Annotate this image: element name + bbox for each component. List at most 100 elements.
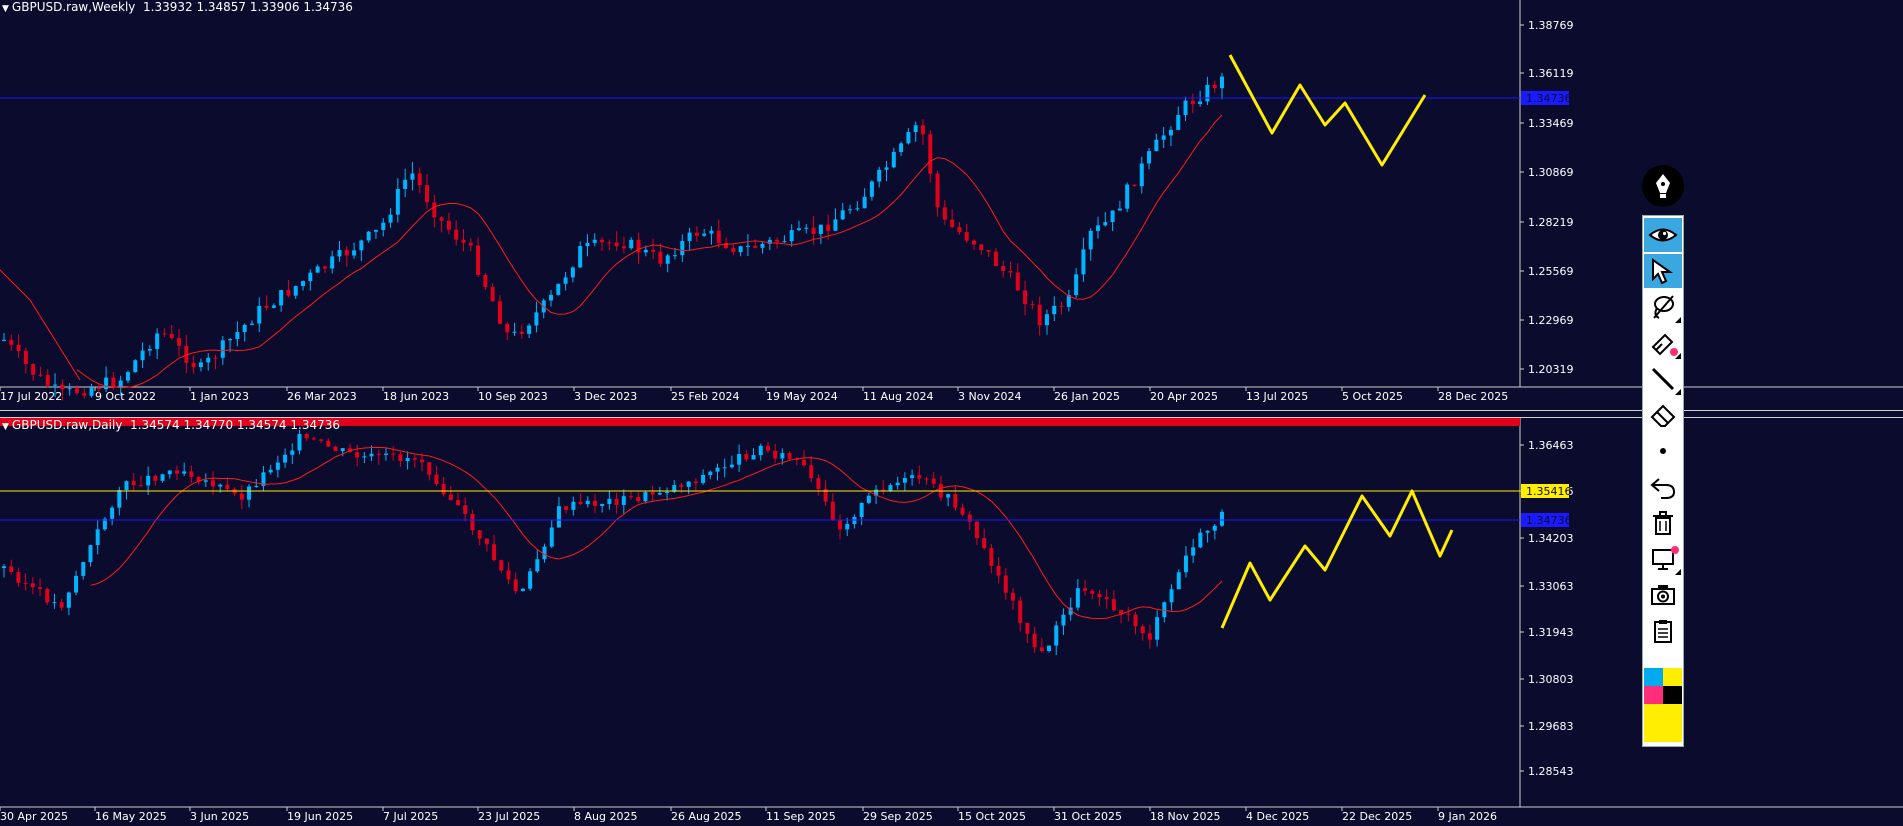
candle-body (133, 360, 138, 373)
candle-body (16, 344, 21, 351)
candle-body (95, 529, 100, 546)
candle-body (184, 345, 189, 363)
candle-body (254, 485, 259, 487)
date-label: 3 Nov 2024 (958, 390, 1021, 403)
candle-body (434, 474, 439, 485)
panel-separator[interactable] (0, 410, 1903, 418)
candle-body (189, 471, 194, 477)
daily-symbol-label: GBPUSD.raw,Daily 1.34574 1.34770 1.34574… (11, 418, 340, 432)
candle-body (787, 453, 792, 459)
screen-icon[interactable] (1644, 542, 1682, 576)
date-label: 16 May 2025 (95, 810, 167, 823)
candle-body (322, 266, 327, 269)
date-label: 30 Apr 2025 (0, 810, 68, 823)
candle-body (910, 475, 915, 478)
color-palette[interactable] (1644, 668, 1682, 744)
current-price-label: 1.34736 (1526, 92, 1572, 105)
weekly-chart-panel[interactable]: 1.38769 1.36119 1.33469 1.30869 1.28219 1.255… (0, 0, 1903, 410)
date-label: 23 Jul 2025 (478, 810, 540, 823)
candle-body (315, 266, 320, 273)
candle-body (1039, 647, 1044, 652)
candle-body (758, 445, 763, 456)
current-color-swatch[interactable] (1644, 704, 1682, 742)
daily-chart-panel[interactable]: 1.36463 1.35416 1.34203 1.33063 1.31943 1.308… (0, 418, 1903, 826)
candle-body (845, 523, 850, 530)
price-label: 1.28219 (1528, 216, 1574, 229)
camera-icon[interactable] (1644, 578, 1682, 612)
candle-body (1010, 592, 1015, 601)
candle-body (724, 242, 729, 249)
date-label: 25 Feb 2024 (671, 390, 739, 403)
candle-body (23, 582, 28, 584)
candle-body (326, 440, 331, 447)
color-swatch-magenta[interactable] (1644, 686, 1663, 704)
candle-body (1147, 633, 1152, 640)
trash-icon[interactable] (1644, 506, 1682, 540)
price-label: 1.30869 (1528, 166, 1574, 179)
price-label: 1.33063 (1528, 580, 1574, 593)
candle-body (286, 290, 291, 296)
weekly-chart[interactable]: 1.38769 1.36119 1.33469 1.30869 1.28219 1.255… (0, 0, 1903, 410)
candle-body (1132, 184, 1137, 187)
line-icon[interactable] (1644, 362, 1682, 396)
color-swatch-yellow[interactable] (1663, 668, 1682, 686)
candle-body (279, 290, 284, 306)
eye-icon[interactable] (1644, 218, 1682, 252)
lasso-icon[interactable] (1644, 290, 1682, 324)
dot-icon[interactable] (1644, 434, 1682, 468)
candle-body (888, 485, 893, 492)
date-label: 15 Oct 2025 (958, 810, 1026, 823)
candle-body (986, 250, 991, 252)
current-price-tag (1521, 91, 1569, 105)
daily-chart[interactable]: 1.36463 1.35416 1.34203 1.33063 1.31943 1.308… (0, 418, 1903, 826)
candle-body (1212, 525, 1217, 531)
candle-body (1176, 114, 1181, 130)
candle-body (45, 375, 50, 386)
color-swatch-black[interactable] (1663, 686, 1682, 704)
date-label: 17 Jul 2022 (0, 390, 62, 403)
candle-body (247, 486, 252, 500)
candle-body (417, 173, 422, 186)
cursor-icon[interactable] (1644, 254, 1682, 288)
drawing-toolbar (1642, 215, 1684, 747)
candle-body (1155, 617, 1160, 640)
candle-body (838, 520, 843, 530)
candle-body (1032, 633, 1037, 648)
candle-body (169, 333, 174, 339)
candle-body (614, 242, 619, 247)
candle-body (463, 505, 468, 514)
candle-body (1030, 304, 1035, 306)
candle-body (924, 478, 929, 480)
candle-body (490, 287, 495, 302)
candle-body (1117, 208, 1122, 211)
candle-body (162, 333, 167, 335)
candle-body (301, 281, 306, 287)
collapse-triangle-icon[interactable]: ▼ (2, 422, 9, 432)
candle-body (687, 232, 692, 241)
price-label: 1.29683 (1528, 720, 1574, 733)
marker-icon[interactable] (1644, 326, 1682, 360)
candle-body (66, 592, 71, 608)
candle-body (439, 217, 444, 221)
candle-body (283, 454, 288, 463)
pen-icon[interactable] (1642, 165, 1684, 207)
candle-body (470, 513, 475, 531)
candle-body (773, 450, 778, 459)
candle-body (1212, 84, 1217, 89)
undo-icon[interactable] (1644, 470, 1682, 504)
date-label: 9 Oct 2022 (95, 390, 156, 403)
candle-body (1162, 602, 1167, 618)
candle-body (542, 546, 547, 560)
candle-body (592, 239, 597, 243)
candle-body (722, 467, 727, 469)
eraser-icon[interactable] (1644, 398, 1682, 432)
candle-body (737, 454, 742, 465)
date-label: 26 Aug 2025 (671, 810, 741, 823)
candle-body (840, 210, 845, 220)
collapse-triangle-icon[interactable]: ▼ (2, 4, 9, 14)
candle-body (505, 323, 510, 333)
color-swatch-cyan[interactable] (1644, 668, 1663, 686)
clipboard-icon[interactable] (1644, 614, 1682, 648)
candle-body (996, 565, 1001, 576)
candle-body (497, 301, 502, 324)
